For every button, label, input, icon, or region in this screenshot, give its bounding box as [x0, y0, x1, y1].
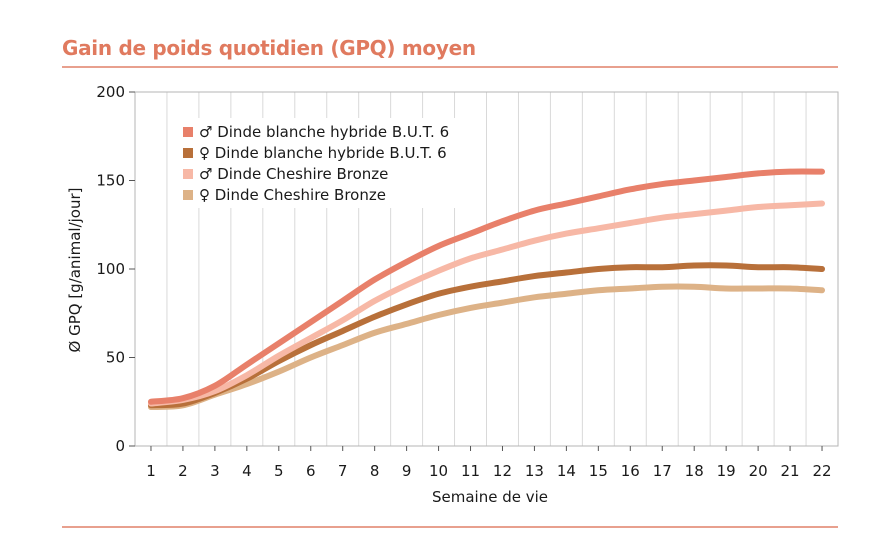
- legend-entry: ♀ Dinde blanche hybride B.U.T. 6: [199, 144, 447, 162]
- legend-box: [172, 118, 470, 208]
- axes: [129, 91, 839, 451]
- series-line-3: [147, 200, 826, 407]
- bottom-divider: [62, 526, 838, 528]
- legend-swatch: [183, 190, 193, 200]
- legend-entry: ♀ Dinde Cheshire Bronze: [199, 186, 386, 204]
- x-tick-label: 4: [242, 462, 252, 480]
- legend-swatch: [183, 169, 193, 179]
- series-lines: [147, 168, 826, 411]
- x-tick-label: 9: [402, 462, 412, 480]
- series-line-4: [147, 283, 826, 411]
- x-tick-label: 18: [685, 462, 704, 480]
- y-tick-label: 0: [115, 437, 125, 455]
- series-line-1: [147, 168, 826, 405]
- chart-title: Gain de poids quotidien (GPQ) moyen: [62, 36, 476, 60]
- x-tick-label: 8: [370, 462, 380, 480]
- x-tick-label: 21: [781, 462, 800, 480]
- x-tick-label: 16: [621, 462, 640, 480]
- x-tick-label: 2: [178, 462, 188, 480]
- x-tick-label: 3: [210, 462, 220, 480]
- x-tick-labels: 1 2 3 4 5 6 7 8 9 10 11 12 13 14 15 16 17 18 19 20 21 22: [146, 462, 831, 480]
- x-tick-label: 17: [653, 462, 672, 480]
- x-tick-label: 20: [749, 462, 768, 480]
- y-axis-label: Ø GPQ [g/animal/jour]: [66, 187, 84, 352]
- x-tick-label: 6: [306, 462, 316, 480]
- y-tick-label: 100: [96, 260, 125, 278]
- x-tick-label: 11: [461, 462, 480, 480]
- x-tick-label: 10: [429, 462, 448, 480]
- x-tick-label: 15: [589, 462, 608, 480]
- x-axis-label: Semaine de vie: [432, 488, 548, 506]
- x-tick-label: 12: [493, 462, 512, 480]
- top-divider: [62, 66, 838, 68]
- x-tick-label: 19: [717, 462, 736, 480]
- legend-entry: ♂ Dinde blanche hybride B.U.T. 6: [199, 123, 449, 141]
- y-tick-label: 150: [96, 172, 125, 190]
- x-tick-label: 5: [274, 462, 284, 480]
- series-line-2: [147, 262, 826, 409]
- x-tick-label: 14: [557, 462, 576, 480]
- x-tick-label: 22: [812, 462, 831, 480]
- legend-swatch: [183, 127, 193, 137]
- x-tick-label: 1: [146, 462, 156, 480]
- x-tick-label: 7: [338, 462, 348, 480]
- legend-entry: ♂ Dinde Cheshire Bronze: [199, 165, 388, 183]
- y-tick-labels: 0 50 100 150 200: [96, 83, 125, 455]
- x-tick-label: 13: [525, 462, 544, 480]
- y-tick-label: 50: [106, 349, 125, 367]
- y-tick-label: 200: [96, 83, 125, 101]
- legend-swatch: [183, 148, 193, 158]
- legend: ♂ Dinde blanche hybride B.U.T. 6 ♀ Dinde …: [172, 118, 470, 208]
